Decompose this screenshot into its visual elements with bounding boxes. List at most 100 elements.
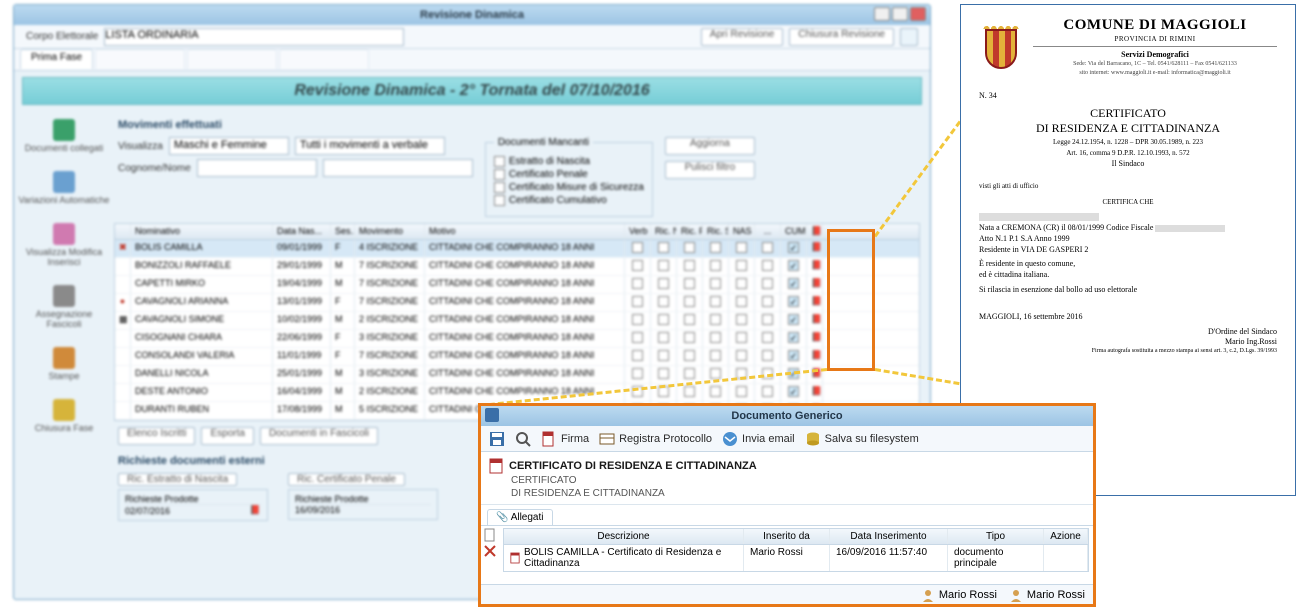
tab-disabled [187, 49, 277, 69]
revision-banner: Revisione Dinamica - 2° Tornata del 07/1… [22, 77, 922, 105]
cert-number: N. 34 [979, 91, 1277, 100]
allegato-row[interactable]: BOLIS CAMILLA - Certificato di Residenza… [504, 545, 1088, 571]
comune-crest-icon [979, 17, 1023, 73]
firma-button[interactable]: Firma [541, 431, 589, 447]
table-row[interactable]: BONIZZOLI RAFFAELE29/01/1999M7 ISCRIZION… [115, 258, 919, 276]
sidebar-item-chiusura[interactable]: Chiusura Fase [18, 399, 110, 433]
table-row[interactable]: DESTE ANTONIO16/04/1999M2 ISCRIZIONECITT… [115, 384, 919, 402]
sidebar-item-stampe[interactable]: Stampe [18, 347, 110, 381]
chiusura-revisione-button[interactable]: Chiusura Revisione [789, 28, 894, 46]
refresh-icon[interactable] [900, 28, 918, 46]
tab-prima-fase[interactable]: Prima Fase [20, 49, 93, 69]
maximize-icon[interactable] [892, 7, 908, 21]
movimenti-title: Movimenti effettuati [118, 119, 920, 131]
lock-icon [53, 399, 75, 421]
popup-statusbar: Mario Rossi Mario Rossi [481, 584, 1093, 604]
sidebar-item-documenti-collegati[interactable]: Documenti collegati [18, 119, 110, 153]
doc-header: CERTIFICATO DI RESIDENZA E CITTADINANZA … [481, 452, 1093, 505]
movimenti-table: Nominativo Data Nas... Ses... Movimento … [114, 223, 920, 421]
tab-allegati[interactable]: 📎 Allegati [487, 509, 553, 525]
edit-icon [53, 223, 75, 245]
redacted-cf [1155, 225, 1225, 232]
preview-button[interactable] [515, 431, 531, 447]
popup-title: Documento Generico [731, 410, 842, 422]
cert-sign3: Firma autografa sostituita a mezzo stamp… [979, 348, 1277, 356]
bg-topbar: Corpo Elettorale LISTA ORDINARIA Apri Re… [14, 25, 930, 49]
movimenti-combo[interactable]: Tutti i movimenti a verbale [295, 137, 445, 155]
cert-sign1: D'Ordine del Sindaco [979, 327, 1277, 337]
bg-window-title: Revisione Dinamica [420, 9, 524, 21]
sidebar-item-assegnazione[interactable]: Assegnazione Fascicoli [18, 285, 110, 329]
minimize-icon[interactable] [874, 7, 890, 21]
allegati-panel: Descrizione Inserito da Data Inserimento… [481, 525, 1093, 584]
folder-icon [53, 285, 75, 307]
registra-protocollo-button[interactable]: Registra Protocollo [599, 431, 712, 447]
cert-addr1: Sede: Via del Barracano, 1C – Tel. 0541/… [1033, 61, 1277, 68]
cert-law1: Legge 24.12.1954, n. 1228 – DPR 30.05.19… [979, 138, 1277, 146]
cognome-label: Cognome/Nome [118, 163, 191, 174]
cert-servizi: Servizi Demografici [1033, 46, 1277, 59]
documento-generico-popup: Documento Generico Firma Registra Protoc… [478, 403, 1096, 607]
pdf-icon: 📕 [250, 505, 261, 516]
sidebar-item-visualizza[interactable]: Visualizza Modifica Inserisci [18, 223, 110, 267]
ric-penale-button[interactable]: Ric. Certificato Penale [288, 473, 405, 486]
table-row[interactable]: CONSOLANDI VALERIA11/01/1999F7 ISCRIZION… [115, 348, 919, 366]
pdf-icon [510, 551, 520, 565]
documenti-fascicoli-button[interactable]: Documenti in Fascicoli [260, 427, 378, 445]
aggiorna-button[interactable]: Aggiorna [665, 137, 755, 155]
status-user-1: Mario Rossi [921, 588, 997, 602]
sidebar-item-variazioni[interactable]: Variazioni Automatiche [18, 171, 110, 205]
visualizza-combo[interactable]: Maschi e Femmine [169, 137, 289, 155]
esporta-button[interactable]: Esporta [201, 427, 253, 445]
elenco-iscritti-button[interactable]: Elenco Iscritti [118, 427, 195, 445]
new-attach-icon[interactable] [483, 528, 497, 542]
popup-titlebar: Documento Generico [481, 406, 1093, 426]
bg-tabs: Prima Fase [14, 49, 930, 71]
invia-email-button[interactable]: Invia email [722, 431, 795, 447]
cert-sindaco: Il Sindaco [979, 159, 1277, 168]
variations-icon [53, 171, 75, 193]
cum-header: CUM [781, 224, 807, 239]
apri-revisione-button[interactable]: Apri Revisione [701, 28, 783, 46]
save-button[interactable] [489, 431, 505, 447]
doc-sub1: CERTIFICATO [511, 474, 1085, 487]
salva-filesystem-button[interactable]: Salva su filesystem [805, 431, 919, 447]
chk-misure[interactable]: Certificato Misure di Sicurezza [494, 182, 644, 193]
delete-attach-icon[interactable] [483, 544, 497, 558]
table-row[interactable]: ●CAVAGNOLI ARIANNA13/01/1999F7 ISCRIZION… [115, 294, 919, 312]
table-row[interactable]: ▦CAVAGNOLI SIMONE10/02/1999M2 ISCRIZIONE… [115, 312, 919, 330]
doc-title: CERTIFICATO DI RESIDENZA E CITTADINANZA [509, 460, 757, 472]
table-row[interactable]: DANELLI NICOLA25/01/1999M3 ISCRIZIONECIT… [115, 366, 919, 384]
cert-date: MAGGIOLI, 16 settembre 2016 [979, 312, 1277, 321]
corpo-elettorale-label: Corpo Elettorale [26, 31, 98, 42]
table-row[interactable]: CISOGNANI CHIARA22/06/1999F3 ISCRIZIONEC… [115, 330, 919, 348]
chk-estratto[interactable]: Estratto di Nascita [494, 156, 644, 167]
tab-disabled [95, 49, 185, 69]
cert-certifica: CERTIFICA CHE [979, 198, 1277, 207]
pdf-icon [489, 458, 503, 474]
status-user-2: Mario Rossi [1009, 588, 1085, 602]
table-row[interactable]: CAPETTI MIRKO19/04/1999M7 ISCRIZIONECITT… [115, 276, 919, 294]
tab-disabled [279, 49, 369, 69]
cert-provincia: PROVINCIA DI RIMINI [1033, 35, 1277, 43]
bg-sidebar: Documenti collegati Variazioni Automatic… [14, 111, 114, 521]
cert-law2: Art. 16, comma 9 D.P.R. 12.10.1993, n. 5… [979, 149, 1277, 157]
documenti-mancanti-fieldset: Documenti Mancanti Estratto di Nascita C… [485, 137, 653, 217]
popup-toolbar: Firma Registra Protocollo Invia email Sa… [481, 426, 1093, 452]
cognome-input[interactable] [197, 159, 317, 177]
chk-cumulativo[interactable]: Certificato Cumulativo [494, 195, 644, 206]
pulisci-filtro-button[interactable]: Pulisci filtro [665, 161, 755, 179]
cert-comune: COMUNE DI MAGGIOLI [1033, 17, 1277, 34]
doc-sub2: DI RESIDENZA E CITTADINANZA [511, 487, 1085, 500]
doc-header-icon: 📕 [807, 224, 823, 239]
cert-addr2: sito internet: www.maggioli.it e-mail: i… [1033, 70, 1277, 77]
table-row[interactable]: ✖BOLIS CAMILLA09/01/1999F4 ISCRIZIONECIT… [115, 240, 919, 258]
ric-nascita-button[interactable]: Ric. Estratto di Nascita [118, 473, 237, 486]
allegati-table: Descrizione Inserito da Data Inserimento… [503, 528, 1089, 572]
nome-input[interactable] [323, 159, 473, 177]
bg-titlebar: Revisione Dinamica [14, 5, 930, 25]
close-icon[interactable] [910, 7, 926, 21]
chk-penale[interactable]: Certificato Penale [494, 169, 644, 180]
cert-doctitle1: CERTIFICATO [979, 106, 1277, 121]
corpo-elettorale-combo[interactable]: LISTA ORDINARIA [104, 28, 404, 46]
